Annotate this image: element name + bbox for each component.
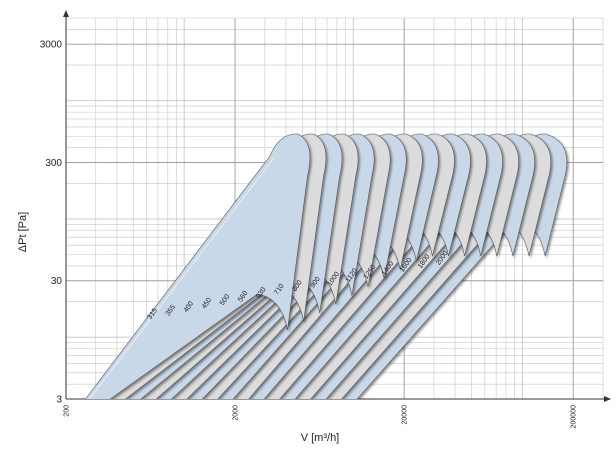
x-tick-label: 20000 bbox=[402, 405, 409, 425]
fan-band-315 bbox=[85, 133, 311, 399]
x-axis-title: V [m³/h] bbox=[301, 432, 340, 444]
tick-labels: 3 30 300 3000 200 2000 20000 200000 bbox=[40, 40, 578, 429]
y-axis-title: ΔPt [Pa] bbox=[17, 212, 29, 252]
y-tick-label: 3000 bbox=[40, 40, 63, 51]
y-axis-arrow bbox=[63, 10, 69, 17]
x-tick-label: 200 bbox=[64, 405, 71, 417]
y-tick-label: 300 bbox=[45, 158, 62, 169]
x-tick-label: 2000 bbox=[233, 405, 240, 421]
x-axis-arrow bbox=[604, 396, 611, 402]
fan-size-bands bbox=[85, 133, 568, 399]
y-tick-label: 30 bbox=[51, 276, 63, 287]
fan-band-edge bbox=[89, 157, 275, 399]
x-tick-label: 200000 bbox=[571, 405, 578, 428]
y-tick-label: 3 bbox=[56, 395, 62, 406]
